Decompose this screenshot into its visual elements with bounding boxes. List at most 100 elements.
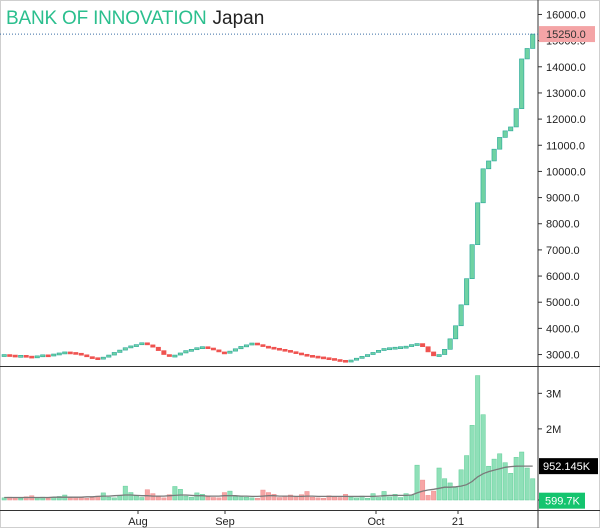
last-price-badge xyxy=(539,26,595,43)
candle xyxy=(95,357,101,360)
candle xyxy=(12,354,18,358)
volume-bar xyxy=(425,495,431,501)
candle xyxy=(409,344,415,347)
volume-bar xyxy=(398,497,404,501)
volume-bar xyxy=(183,495,189,501)
candle xyxy=(144,342,150,346)
candle xyxy=(458,304,464,327)
volume-bar xyxy=(387,496,393,501)
volume-bar xyxy=(232,496,238,501)
candle xyxy=(387,347,393,351)
volume-bar xyxy=(288,494,293,501)
candle xyxy=(403,345,409,349)
candle xyxy=(106,354,112,358)
volume-bar xyxy=(271,494,277,501)
price-tick-label: 10000.0 xyxy=(546,166,586,178)
volume-bar xyxy=(139,497,145,501)
volume-bar xyxy=(23,496,29,501)
candle xyxy=(480,168,486,204)
volume-bar xyxy=(243,496,249,501)
candle xyxy=(392,346,398,350)
candle xyxy=(491,148,497,162)
candle xyxy=(155,346,161,351)
candle xyxy=(497,137,503,150)
candle xyxy=(67,351,73,355)
candle xyxy=(183,350,189,354)
price-tick-label: 5000.0 xyxy=(546,297,580,309)
candle xyxy=(172,354,178,358)
candle xyxy=(442,349,448,355)
volume-bar xyxy=(210,497,216,501)
volume-bar xyxy=(409,494,415,501)
volume-bar xyxy=(172,486,178,501)
price-tick-label: 4000.0 xyxy=(546,323,580,335)
time-tick-label: Aug xyxy=(128,516,148,528)
candle xyxy=(293,351,299,354)
candle xyxy=(343,359,349,363)
volume-bar xyxy=(205,496,211,501)
volume-bar xyxy=(420,479,426,501)
volume-bar xyxy=(84,497,90,501)
volume-bar xyxy=(436,467,442,501)
candle xyxy=(205,346,211,349)
volume-bar xyxy=(122,485,128,501)
candle xyxy=(436,354,442,357)
price-tick-label: 7000.0 xyxy=(546,245,580,257)
candle xyxy=(453,325,459,340)
last-volume-badge xyxy=(539,492,585,509)
candle xyxy=(530,33,536,49)
candle xyxy=(188,349,194,352)
volume-bar xyxy=(277,497,282,501)
volume-bar xyxy=(431,490,437,501)
candle xyxy=(232,348,238,352)
volume-bar xyxy=(392,494,398,501)
candle xyxy=(381,348,387,351)
candle xyxy=(89,356,95,359)
candle xyxy=(216,349,222,353)
candle xyxy=(117,349,123,353)
price-tick-label: 16000.0 xyxy=(546,9,586,21)
candle xyxy=(524,48,530,60)
volume-bar xyxy=(188,496,194,501)
price-tick-label: 3000.0 xyxy=(546,350,580,362)
candle xyxy=(359,356,365,359)
volume-bar xyxy=(480,414,486,501)
candle xyxy=(398,346,404,349)
volume-tick-label: 3M xyxy=(546,388,561,400)
volume-bar xyxy=(106,496,112,501)
volume-bar xyxy=(442,478,448,501)
candle xyxy=(304,353,310,357)
volume-bar xyxy=(530,478,536,501)
candle xyxy=(210,347,216,351)
candle xyxy=(502,130,508,138)
volume-bar xyxy=(249,497,255,501)
time-tick-label: Sep xyxy=(215,516,235,528)
volume-bar xyxy=(326,495,332,501)
candle xyxy=(51,353,57,357)
candle xyxy=(139,342,145,346)
candle xyxy=(332,358,338,361)
candle xyxy=(337,359,343,362)
chart-title: BANK OF INNOVATION Japan xyxy=(6,8,264,30)
volume-bar xyxy=(144,489,150,501)
volume-bar xyxy=(458,469,464,501)
candle xyxy=(238,346,244,350)
candle xyxy=(425,346,431,353)
volume-bar xyxy=(293,496,299,501)
volume-tick-label: 2M xyxy=(546,424,561,436)
volume-bar xyxy=(111,497,117,501)
candle xyxy=(73,352,79,355)
volume-bar xyxy=(502,462,508,501)
candle xyxy=(519,58,525,109)
volume-bar xyxy=(343,494,348,501)
volume-bar xyxy=(321,497,326,501)
volume-bar xyxy=(447,482,453,501)
candle xyxy=(243,344,249,348)
volume-bar xyxy=(89,497,95,501)
volume-bar xyxy=(491,458,497,501)
candle xyxy=(221,351,227,355)
candle xyxy=(23,355,29,358)
volume-bar xyxy=(161,497,167,501)
volume-bar xyxy=(194,492,200,501)
